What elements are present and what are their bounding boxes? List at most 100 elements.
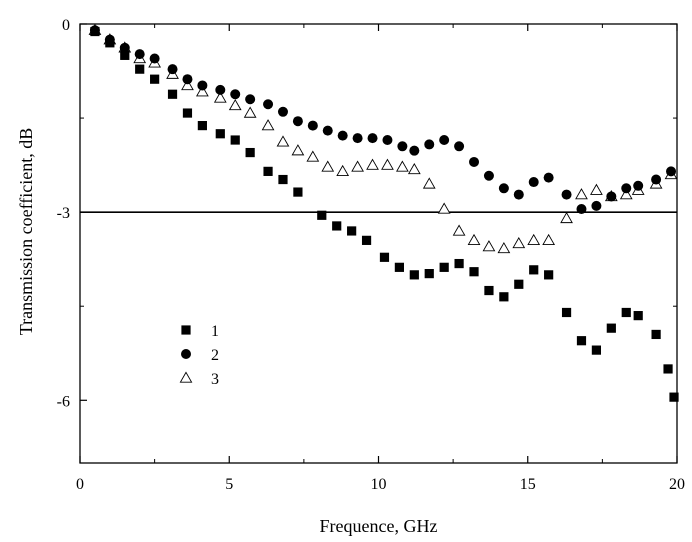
- x-axis-title: Frequence, GHz: [320, 516, 438, 536]
- data-point: [576, 204, 587, 215]
- data-point: [379, 252, 390, 262]
- data-point: [322, 125, 333, 136]
- data-point: [332, 221, 342, 231]
- y-axis-title: Transmission coefficient, dB: [16, 128, 36, 336]
- data-point: [619, 188, 633, 200]
- data-point: [381, 158, 394, 170]
- data-point: [663, 364, 673, 374]
- data-point: [606, 323, 616, 333]
- data-point: [278, 174, 288, 185]
- data-point: [422, 177, 436, 189]
- data-point: [351, 160, 364, 172]
- data-point: [560, 211, 573, 224]
- data-point: [439, 135, 450, 146]
- data-point: [576, 336, 587, 346]
- x-tick-label: 20: [669, 476, 685, 493]
- data-point: [90, 26, 100, 37]
- data-point: [575, 188, 588, 200]
- legend-label: 1: [211, 323, 219, 340]
- data-point: [367, 133, 378, 144]
- data-point: [230, 89, 241, 100]
- data-point: [135, 64, 145, 74]
- data-point: [277, 106, 288, 117]
- series-3: [88, 23, 678, 254]
- data-point: [669, 392, 679, 402]
- legend-label: 2: [211, 347, 219, 364]
- data-point: [621, 307, 631, 318]
- x-tick-label: 0: [76, 476, 84, 493]
- data-point: [196, 85, 209, 97]
- y-tick-label: -6: [57, 393, 70, 410]
- data-point: [544, 270, 554, 280]
- data-point: [467, 233, 481, 246]
- data-point: [245, 94, 256, 105]
- data-point: [482, 240, 496, 252]
- data-point: [484, 285, 494, 296]
- data-point: [215, 84, 226, 95]
- data-point: [497, 242, 511, 254]
- data-point: [382, 135, 393, 146]
- data-point: [542, 233, 556, 246]
- data-point: [666, 166, 677, 177]
- data-point: [167, 89, 178, 99]
- legend: 1 2 3: [179, 323, 219, 388]
- data-point: [366, 158, 379, 170]
- data-point: [263, 166, 273, 176]
- data-point: [424, 139, 435, 150]
- data-point: [105, 38, 115, 48]
- data-point: [651, 329, 661, 340]
- data-point: [633, 311, 643, 321]
- data-point: [483, 170, 494, 181]
- data-point: [409, 270, 419, 280]
- data-point: [228, 99, 242, 111]
- legend-marker: [181, 325, 191, 335]
- data-point: [149, 53, 160, 64]
- data-point: [469, 267, 479, 277]
- data-point: [213, 91, 227, 103]
- data-point: [215, 129, 225, 139]
- ticks-layer: [79, 23, 678, 463]
- series-2: [89, 25, 677, 215]
- data-point: [230, 135, 240, 145]
- data-point: [181, 78, 194, 91]
- x-tick-label: 15: [520, 476, 536, 493]
- data-point: [243, 106, 257, 118]
- data-point: [182, 108, 193, 118]
- data-point: [197, 120, 207, 131]
- data-point: [590, 183, 603, 195]
- data-point: [651, 174, 662, 185]
- x-tick-label: 10: [371, 476, 387, 493]
- data-point: [292, 116, 303, 127]
- data-point: [606, 191, 617, 202]
- data-point: [407, 162, 421, 175]
- data-point: [182, 74, 193, 85]
- marks-layer: [88, 23, 679, 402]
- data-point: [591, 345, 602, 355]
- data-point: [394, 262, 404, 272]
- data-point: [321, 160, 335, 172]
- data-point: [293, 187, 303, 197]
- legend-entry: 3: [179, 371, 219, 388]
- data-point: [134, 49, 145, 60]
- data-point: [396, 160, 409, 172]
- data-point: [513, 189, 524, 200]
- legend-marker: [179, 371, 193, 383]
- data-point: [120, 50, 130, 60]
- series-1: [90, 26, 679, 402]
- data-point: [454, 141, 465, 152]
- data-point: [306, 150, 320, 162]
- legend-label: 3: [211, 371, 219, 388]
- data-point: [276, 135, 290, 147]
- data-point: [409, 145, 420, 156]
- data-point: [452, 224, 466, 236]
- data-point: [197, 80, 208, 91]
- data-point: [633, 180, 644, 191]
- data-point: [512, 236, 526, 249]
- data-point: [499, 292, 509, 302]
- data-point: [347, 226, 357, 236]
- data-point: [167, 64, 178, 75]
- x-tick-label: 5: [225, 476, 233, 493]
- data-point: [591, 200, 602, 211]
- data-point: [245, 147, 255, 158]
